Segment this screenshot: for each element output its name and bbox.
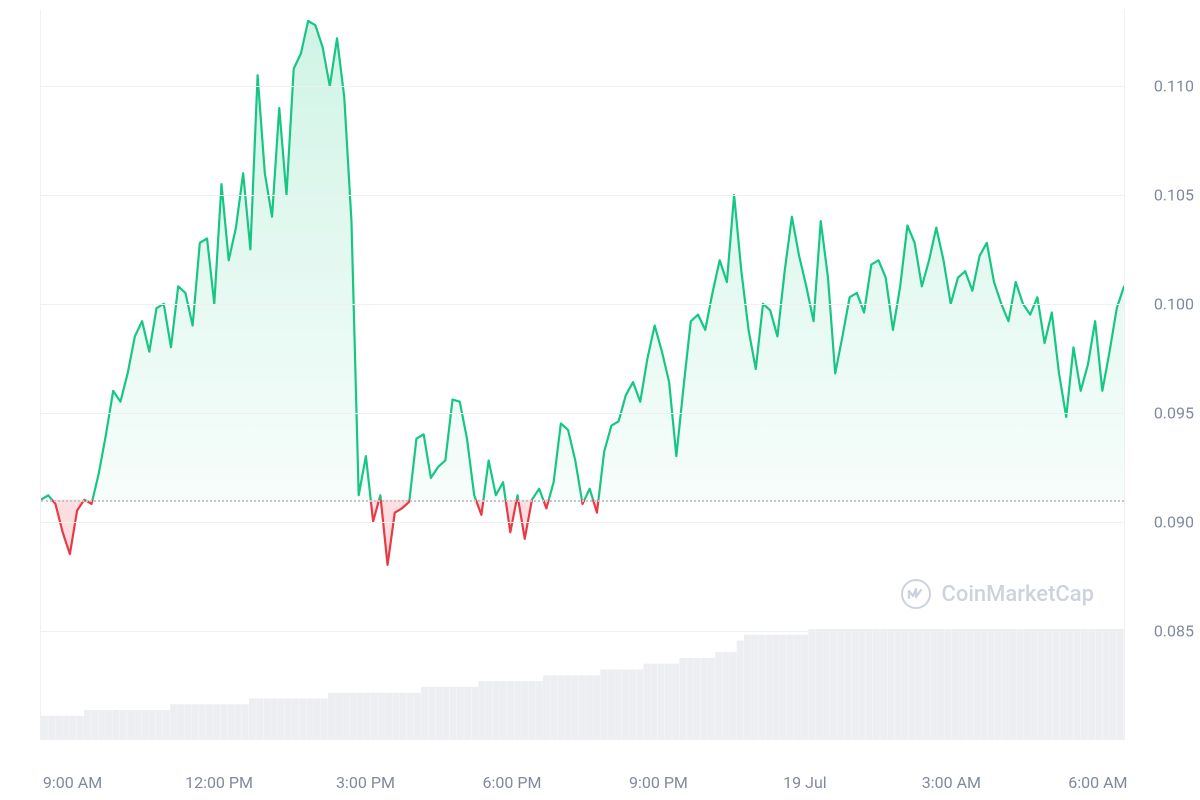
gridline	[41, 195, 1124, 196]
coinmarketcap-logo-icon	[901, 579, 931, 609]
y-axis-label: 0.090	[1154, 513, 1194, 532]
watermark-text: CoinMarketCap	[941, 582, 1094, 607]
x-axis-label: 19 Jul	[783, 773, 827, 792]
x-axis-label: 3:00 PM	[336, 773, 395, 792]
gridline	[41, 631, 1124, 632]
x-axis-label: 9:00 AM	[43, 773, 102, 792]
x-axis: 9:00 AM 12:00 PM 3:00 PM 6:00 PM 9:00 PM 19 J…	[40, 762, 1125, 792]
price-chart[interactable]: CoinMarketCap	[40, 10, 1125, 740]
gridline	[41, 86, 1124, 87]
x-axis-label: 6:00 PM	[483, 773, 542, 792]
x-axis-label: 6:00 AM	[1068, 773, 1127, 792]
y-axis-label: 0.095	[1154, 404, 1194, 423]
gridline	[41, 522, 1124, 523]
y-axis-label: 0.085	[1154, 622, 1194, 641]
gridline	[41, 304, 1124, 305]
y-axis-label: 0.110	[1154, 77, 1194, 96]
x-axis-label: 12:00 PM	[185, 773, 253, 792]
price-line	[41, 10, 1124, 739]
y-axis-label: 0.100	[1154, 295, 1194, 314]
baseline	[41, 500, 1124, 502]
y-axis-label: 0.105	[1154, 186, 1194, 205]
x-axis-label: 9:00 PM	[629, 773, 688, 792]
x-axis-label: 3:00 AM	[922, 773, 981, 792]
gridline	[41, 413, 1124, 414]
y-axis: 0.085 0.090 0.095 0.100 0.105 0.110	[1134, 10, 1194, 740]
watermark: CoinMarketCap	[901, 579, 1094, 609]
